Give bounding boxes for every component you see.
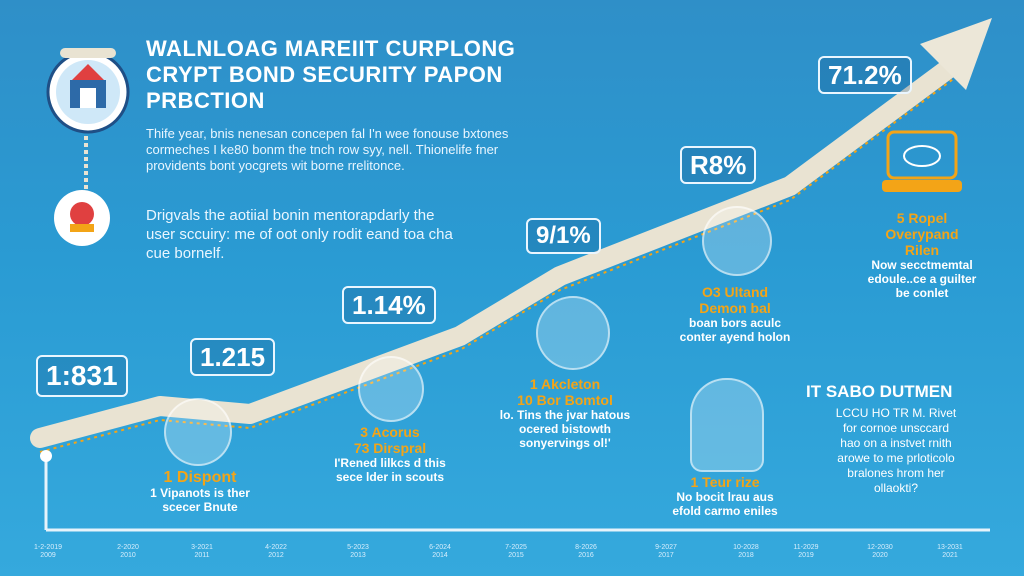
milestone-3: 1 Akcleton 10 Bor Bomtol lo. Tins the jv… — [490, 376, 640, 450]
value-box-6: 71.2% — [818, 56, 912, 94]
milestone-desc: sece lder in scouts — [335, 470, 445, 484]
cloud-lock-icon — [536, 296, 610, 370]
medal-icon — [52, 188, 112, 248]
milestone-desc: lo. Tins the jvar hatous — [499, 408, 631, 422]
intro-line: Thife year, bnis nenesan concepen fal I'… — [146, 126, 509, 141]
milestone-title: 10 Bor Bomtol — [517, 392, 613, 408]
shield-logo — [40, 40, 136, 136]
milestone-title: 1 Akcleton — [529, 376, 601, 392]
milestone-title: Rilen — [904, 242, 940, 258]
timeline-tick: 6-2024 2014 — [429, 544, 451, 559]
milestone-desc: ocered bistowth — [518, 422, 611, 436]
milestone-4: O3 Ultand Demon bal boan bors aculc cont… — [660, 284, 810, 344]
laptop-icon — [880, 126, 964, 200]
milestone-desc: scecer Bnute — [162, 500, 238, 514]
timeline-tick: 2-2020 2010 — [117, 544, 139, 559]
milestone-desc: sonyervings ol!' — [519, 436, 611, 450]
timeline-tick: 1-2-2019 2009 — [33, 544, 63, 559]
milestone-title: 1 Teur rize — [690, 474, 760, 490]
milestone-title: 3 Acorus — [360, 424, 420, 440]
timeline-tick: 8-2026 2016 — [575, 544, 597, 559]
milestone-1: 1 Dispont 1 Vipanots is ther scecer Bnut… — [120, 469, 280, 515]
title-line-2: CRYPT BOND SECURITY PAPON — [146, 62, 503, 87]
value-box-1: 1:831 — [36, 355, 128, 397]
info-line: ollaokti? — [873, 481, 919, 495]
timeline-tick: 5-2023 2013 — [347, 544, 369, 559]
info-line: arowe to me prloticolo — [837, 451, 955, 465]
intro-paragraph-1: Thife year, bnis nenesan concepen fal I'… — [146, 126, 566, 174]
milestone-desc: conter ayend holon — [679, 330, 791, 344]
milestone-title: Demon bal — [699, 300, 771, 316]
milestone-desc: No bocit lrau aus — [676, 490, 774, 504]
milestone-desc: be conlet — [895, 286, 949, 300]
milestone-desc: 1 Vipanots is ther — [150, 486, 250, 500]
intro-line: Drigvals the aotiial bonin mentorapdarly… — [146, 207, 435, 224]
milestone-title: 1 Dispont — [163, 469, 237, 486]
vault-icon — [690, 378, 764, 472]
shield-crown-icon — [164, 398, 232, 466]
milestone-desc: edoule..ce a guilter — [867, 272, 977, 286]
timeline-tick: 13-2031 2021 — [937, 544, 963, 559]
title-line-1: WALNLOAG MAREIIT CURPLONG — [146, 36, 516, 61]
milestone-title: 5 Ropel — [896, 210, 948, 226]
milestone-desc: boan bors aculc — [688, 316, 782, 330]
timeline-tick: 4-2022 2012 — [265, 544, 287, 559]
info-line: LCCU HO TR M. Rivet — [835, 406, 957, 420]
milestone-6: 5 Ropel Overypand Rilen Now secctmemtal … — [852, 210, 992, 300]
milestone-title: 73 Dirspral — [353, 440, 427, 456]
info-line: hao on a instvet rnith — [840, 436, 952, 450]
milestone-title: O3 Ultand — [701, 284, 769, 300]
timeline-tick: 3-2021 2011 — [191, 544, 213, 559]
intro-line: cormeches I ke80 bonm the tnch row syy, … — [146, 142, 499, 157]
milestone-desc: Now secctmemtal — [871, 258, 973, 272]
timeline-tick: 9-2027 2017 — [655, 544, 677, 559]
value-box-3: 1.14% — [342, 286, 436, 324]
timeline-tick: 11-2029 2019 — [793, 544, 819, 559]
intro-line: cue bornelf. — [146, 245, 225, 262]
milestone-desc: efold carmo eniles — [672, 504, 778, 518]
milestone-5: 1 Teur rize No bocit lrau aus efold carm… — [650, 474, 800, 518]
timeline-tick: 10-2028 2018 — [733, 544, 759, 559]
title-line-3: PRBCTION — [146, 88, 265, 113]
info-heading: IT SABO DUTMEN — [806, 382, 953, 401]
value-box-2: 1.215 — [190, 338, 276, 376]
info-line: bralones hrom her — [847, 466, 945, 480]
info-panel: IT SABO DUTMEN LCCU HO TR M. Rivet for c… — [806, 382, 986, 496]
value-box-5: R8% — [680, 146, 757, 184]
milestone-desc: I'Rened lilkcs d this — [334, 456, 446, 470]
timeline-axis: 1-2-2019 2009 2-2020 2010 3-2021 2011 4-202… — [0, 544, 1024, 568]
timeline-tick: 7-2025 2015 — [505, 544, 527, 559]
chain-connector — [84, 136, 88, 196]
intro-paragraph-2: Drigvals the aotiial bonin mentorapdarly… — [146, 206, 506, 263]
value-box-4: 9/1% — [526, 218, 601, 254]
milestone-2: 3 Acorus 73 Dirspral I'Rened lilkcs d th… — [320, 424, 460, 484]
intro-line: providents bont yocgrets wit borne rreli… — [146, 158, 405, 173]
milestone-title: Overypand — [885, 226, 959, 242]
coins-icon — [702, 206, 772, 276]
timeline-tick: 12-2030 2020 — [867, 544, 893, 559]
handshake-icon — [358, 356, 424, 422]
intro-line: user sccuiry: me of oot only rodit eand … — [146, 226, 453, 243]
info-line: for cornoe unsccard — [842, 421, 950, 435]
page-title: WALNLOAG MAREIIT CURPLONG CRYPT BOND SEC… — [146, 36, 566, 114]
